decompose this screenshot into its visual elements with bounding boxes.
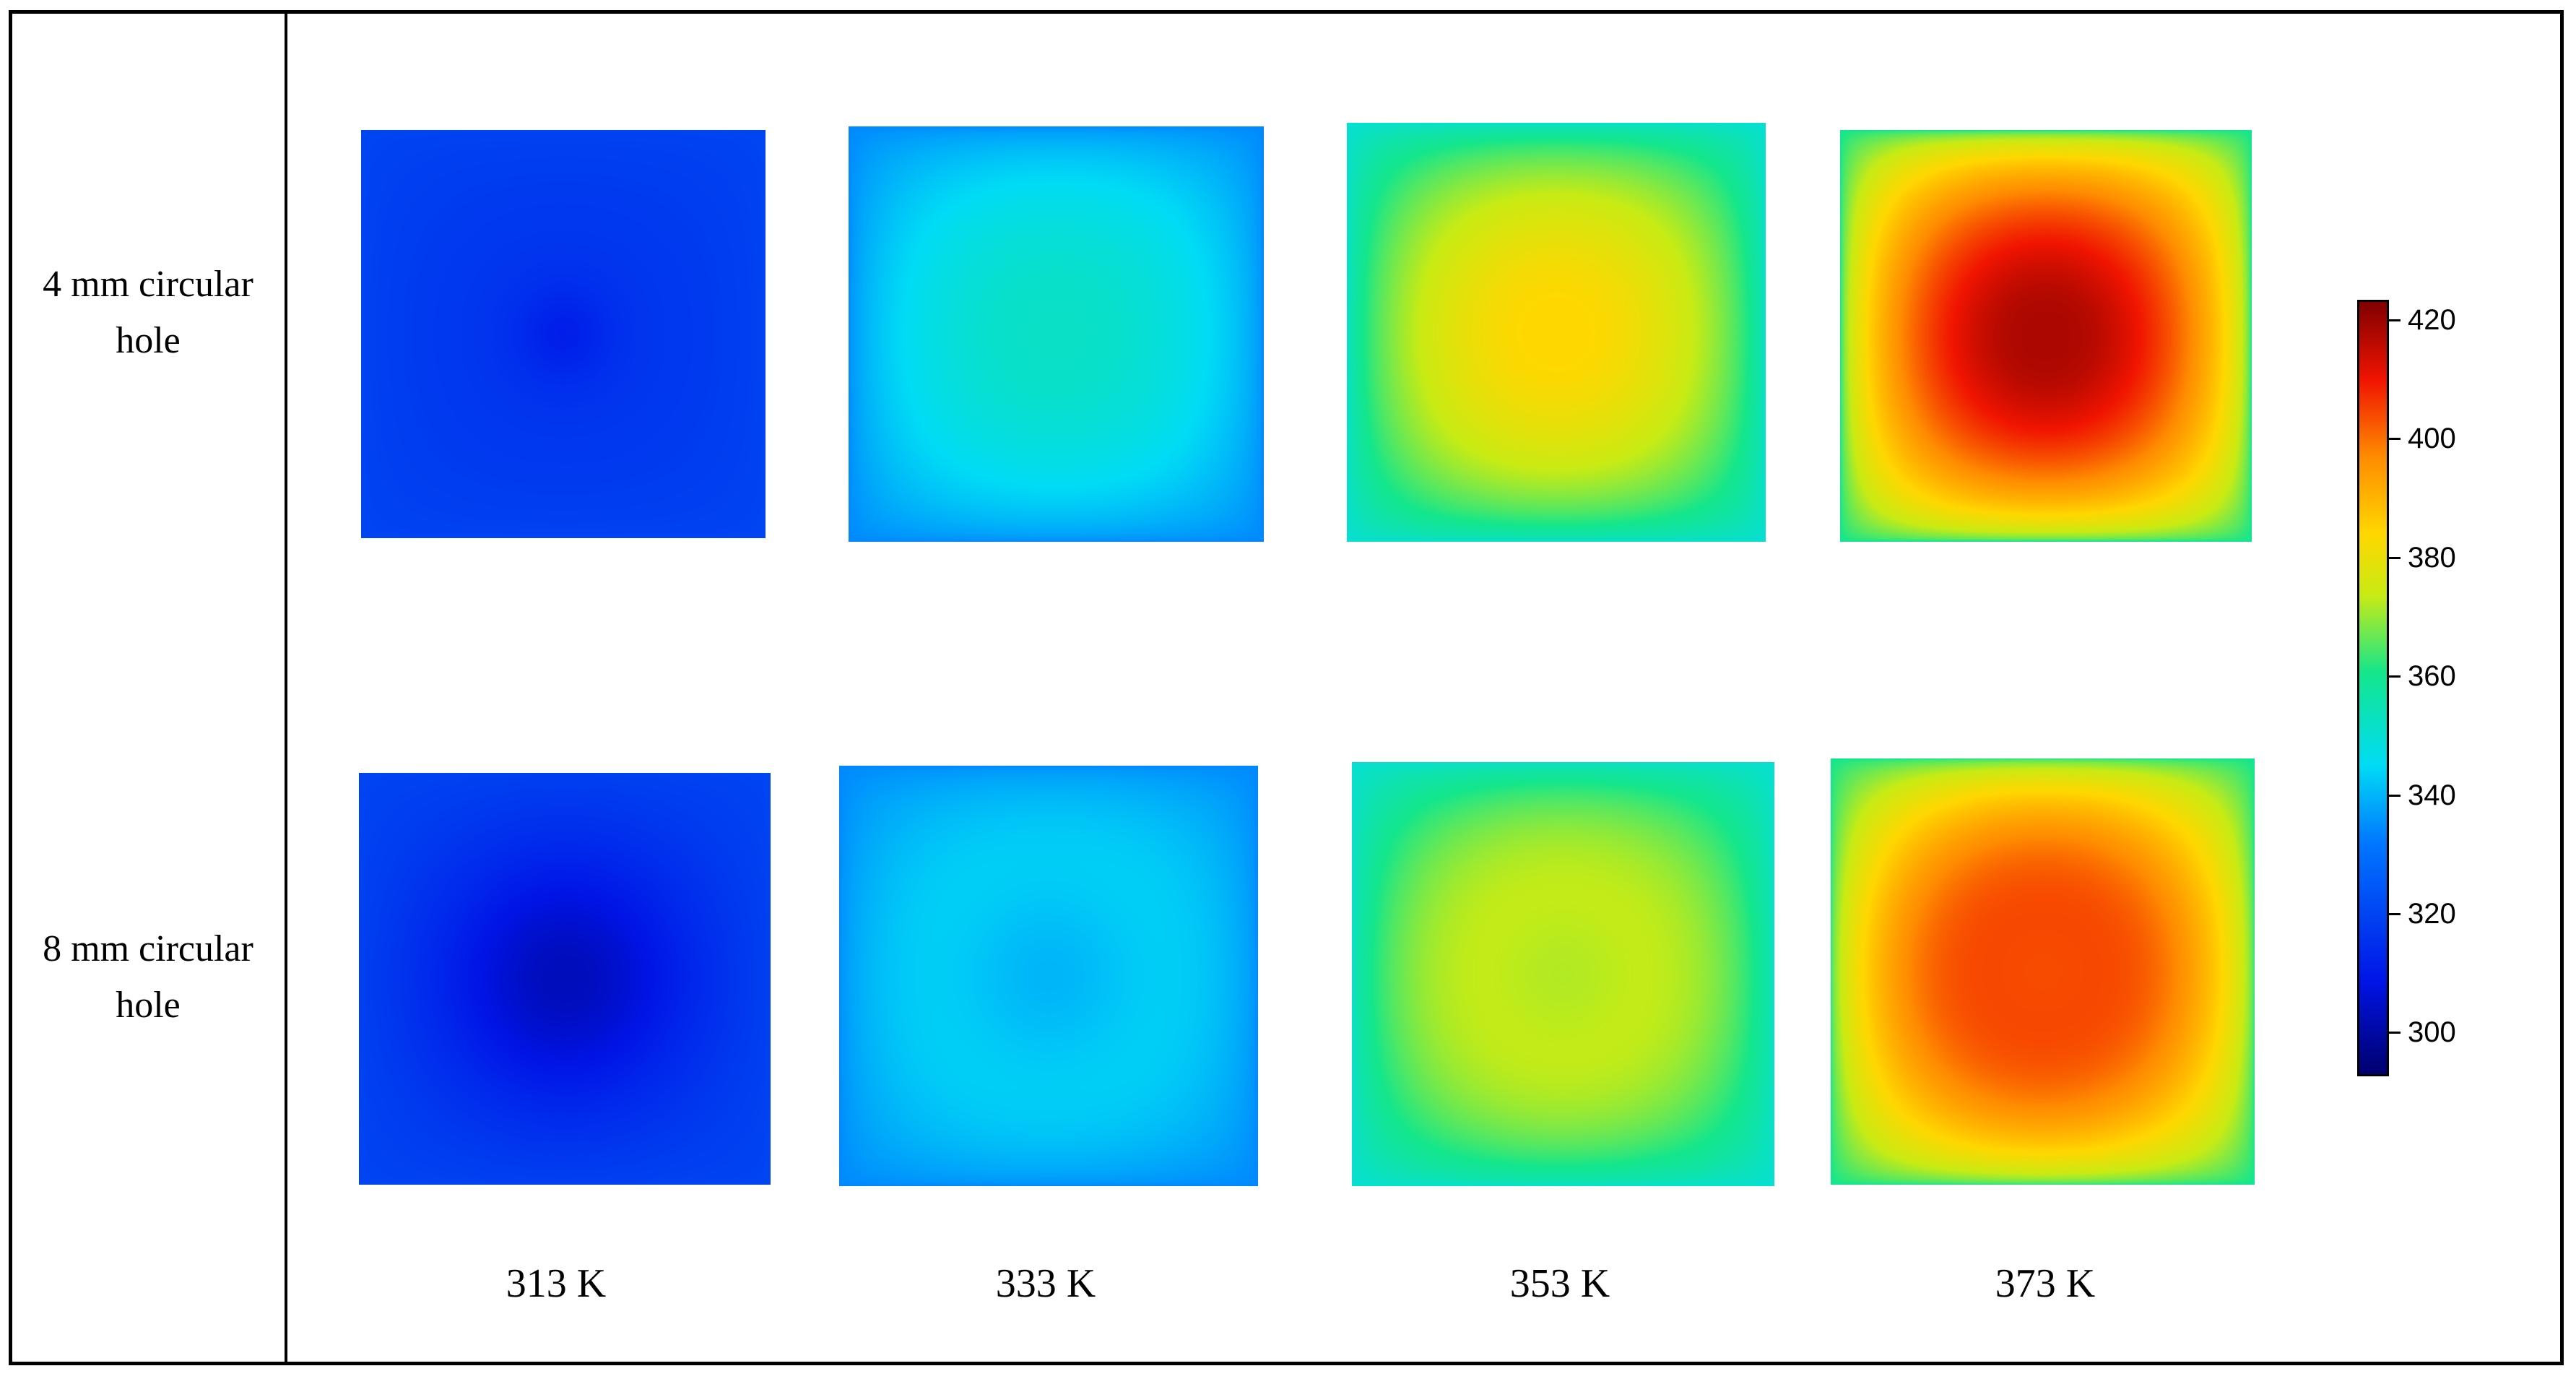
colorbar-tick-label: 400 <box>2408 423 2456 455</box>
column-label-353k: 353 K <box>1509 1261 1610 1306</box>
colorbar-tick-mark <box>2389 675 2401 678</box>
colorbar-tick-mark <box>2389 556 2401 559</box>
column-label-333k: 333 K <box>995 1261 1096 1306</box>
panel-4mm-353k <box>1347 123 1766 542</box>
colorbar-tick-label: 300 <box>2408 1016 2456 1049</box>
colorbar-tick-mark <box>2389 1032 2401 1034</box>
column-label-313k: 313 K <box>506 1261 607 1306</box>
colorbar-tick-label: 360 <box>2408 660 2456 693</box>
panel-4mm-313k <box>361 130 766 538</box>
colorbar-tick-label: 340 <box>2408 779 2456 811</box>
panel-8mm-373k <box>1831 758 2255 1185</box>
colorbar-tick-mark <box>2389 438 2401 441</box>
colorbar-tick-mark <box>2389 912 2401 915</box>
colorbar-tick-mark <box>2389 794 2401 797</box>
colorbar-tick-label: 320 <box>2408 897 2456 930</box>
colorbar-tick-mark <box>2389 319 2401 321</box>
panel-8mm-353k <box>1352 762 1774 1186</box>
row-label-8mm: 8 mm circular hole <box>43 928 253 1026</box>
colorbar-tick-label: 380 <box>2408 541 2456 574</box>
table-frame <box>9 10 2564 1365</box>
panel-8mm-313k <box>359 773 771 1185</box>
colorbar-tick-label: 420 <box>2408 303 2456 336</box>
column-divider <box>285 10 287 1365</box>
panel-8mm-333k <box>839 766 1258 1186</box>
column-label-373k: 373 K <box>1995 1261 2096 1306</box>
panel-4mm-333k <box>849 126 1264 542</box>
colorbar <box>2357 300 2389 1076</box>
panel-4mm-373k <box>1840 130 2252 542</box>
row-label-4mm: 4 mm circular hole <box>43 264 253 361</box>
